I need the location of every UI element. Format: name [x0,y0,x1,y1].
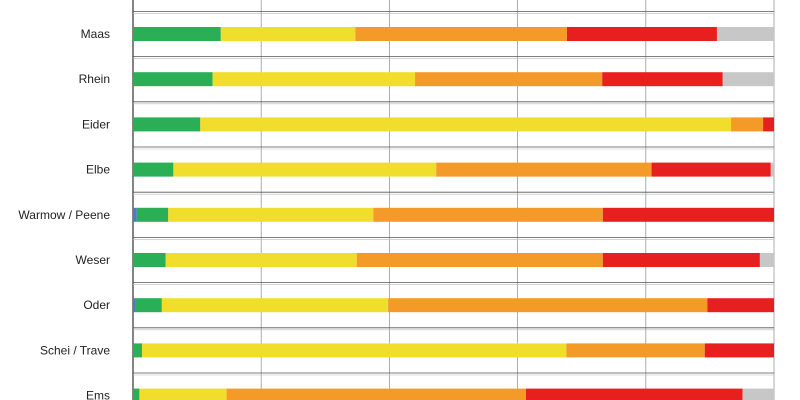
category-label: Warmow / Peene [18,208,110,222]
category-label: Oder [83,298,110,312]
category-labels: Maas Rhein Eider Elbe Warmow / Peene Weser Ode… [18,27,110,400]
bar-segment [220,27,356,41]
bar-segment [168,207,374,222]
bar-segment [602,207,774,222]
bar-segment [136,207,169,222]
bar-segment [525,388,743,400]
bar-segment [566,343,705,358]
bar-segment [602,253,760,267]
category-label: Maas [81,27,110,41]
bar-segment [133,117,201,132]
bars [133,27,774,400]
bar-segment [759,253,774,267]
bar-segment [763,117,774,132]
bar-segment [388,298,708,313]
bar-segment [731,117,764,132]
bar-segment [141,343,567,358]
bar-segment [716,27,774,41]
bar-segment [133,162,174,177]
bar-segment [133,27,221,41]
bar-segment [722,72,774,87]
bar-segment [212,72,416,87]
category-label: Eider [82,117,110,131]
bar-segment [373,207,603,222]
bar-segment [602,72,723,87]
bar-segment [173,162,437,177]
bar-segment [133,298,136,313]
bar-segment [566,27,717,41]
bar-segment [200,117,732,132]
bar-segment [133,72,213,87]
bar-segment [742,388,774,400]
bar-segment [707,298,774,313]
category-label: Schei / Trave [40,343,110,357]
category-label: Rhein [79,72,110,86]
bar-segment [165,253,357,267]
bar-segment [161,298,389,313]
bar-segment [356,253,603,267]
bar-segment [133,343,142,358]
bar-segment [133,253,166,267]
bar-segment [436,162,652,177]
bar-segment [355,27,567,41]
bar-segment [226,388,526,400]
bar-segment [133,207,137,222]
bar-segment [770,162,774,177]
category-label: Ems [86,389,110,400]
grid [132,0,775,400]
bar-segment [139,388,227,400]
bar-segment [135,298,162,313]
bar-segment [651,162,771,177]
bar-segment [415,72,603,87]
bar-segment [704,343,774,358]
bar-segment [133,388,140,400]
category-label: Weser [76,253,110,267]
category-label: Elbe [86,163,110,177]
